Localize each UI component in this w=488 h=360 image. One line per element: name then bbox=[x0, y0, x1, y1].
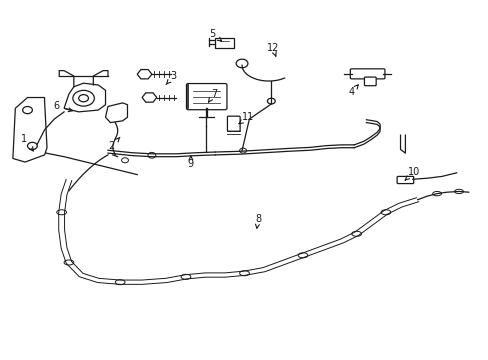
Text: 5: 5 bbox=[209, 29, 221, 41]
Circle shape bbox=[239, 148, 246, 153]
Ellipse shape bbox=[64, 260, 74, 265]
Circle shape bbox=[22, 107, 32, 114]
Ellipse shape bbox=[298, 253, 307, 258]
FancyBboxPatch shape bbox=[227, 116, 240, 131]
Text: 9: 9 bbox=[187, 156, 194, 169]
Circle shape bbox=[122, 158, 128, 163]
Circle shape bbox=[267, 98, 275, 104]
Ellipse shape bbox=[432, 192, 441, 196]
Text: 6: 6 bbox=[54, 102, 72, 112]
Text: 11: 11 bbox=[239, 112, 254, 124]
FancyBboxPatch shape bbox=[186, 84, 226, 110]
FancyBboxPatch shape bbox=[396, 176, 413, 184]
Circle shape bbox=[79, 95, 88, 102]
Ellipse shape bbox=[351, 231, 361, 236]
Text: 3: 3 bbox=[166, 71, 177, 85]
Text: 1: 1 bbox=[21, 134, 33, 151]
Text: 4: 4 bbox=[348, 85, 358, 97]
FancyBboxPatch shape bbox=[349, 69, 384, 79]
Circle shape bbox=[148, 152, 156, 158]
Polygon shape bbox=[137, 69, 152, 79]
Polygon shape bbox=[105, 103, 127, 123]
Circle shape bbox=[236, 59, 247, 68]
Text: 7: 7 bbox=[208, 89, 217, 102]
Circle shape bbox=[27, 142, 37, 149]
Circle shape bbox=[73, 90, 94, 106]
Ellipse shape bbox=[380, 210, 390, 215]
Text: 10: 10 bbox=[405, 167, 420, 180]
Ellipse shape bbox=[115, 280, 125, 285]
Polygon shape bbox=[142, 93, 157, 102]
Ellipse shape bbox=[454, 189, 463, 194]
FancyBboxPatch shape bbox=[215, 38, 233, 48]
Polygon shape bbox=[64, 83, 105, 112]
Text: 8: 8 bbox=[255, 215, 261, 228]
Ellipse shape bbox=[181, 274, 190, 279]
Polygon shape bbox=[13, 98, 47, 162]
FancyBboxPatch shape bbox=[364, 77, 375, 86]
Text: 12: 12 bbox=[266, 43, 278, 56]
Ellipse shape bbox=[57, 210, 66, 215]
Text: 2: 2 bbox=[108, 138, 120, 151]
Ellipse shape bbox=[239, 271, 249, 276]
